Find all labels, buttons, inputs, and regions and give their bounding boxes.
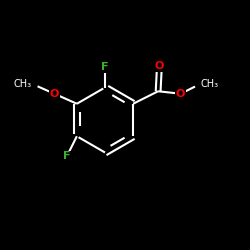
Text: O: O xyxy=(50,89,59,99)
Text: CH₃: CH₃ xyxy=(14,79,32,89)
Text: F: F xyxy=(63,151,70,161)
Text: O: O xyxy=(155,61,164,71)
Text: O: O xyxy=(176,89,185,99)
Text: CH₃: CH₃ xyxy=(201,79,219,89)
Text: F: F xyxy=(101,62,109,72)
